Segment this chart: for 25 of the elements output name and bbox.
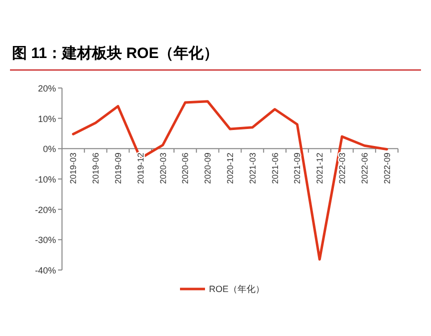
y-tick-label: -30% <box>34 235 56 246</box>
x-tick-label: 2021-03 <box>247 152 258 184</box>
x-tick-label: 2021-06 <box>270 152 280 184</box>
y-tick-label: 10% <box>38 114 56 124</box>
chart-title: 图 11：建材板块 ROE（年化） <box>12 45 219 62</box>
x-tick-label: 2020-09 <box>202 152 213 184</box>
x-tick-label: 2019-12 <box>135 152 146 184</box>
x-tick-label: 2022-03 <box>337 152 347 184</box>
legend-label: ROE（年化） <box>209 284 265 294</box>
x-tick-label: 2019-03 <box>68 152 78 184</box>
x-tick-label: 2020-03 <box>158 152 168 184</box>
y-tick-label: -20% <box>34 204 56 215</box>
y-tick-label: 0% <box>42 144 56 154</box>
x-tick-label: 2022-09 <box>382 152 392 184</box>
x-tick-label: 2019-06 <box>90 152 101 184</box>
x-tick-label: 2021-09 <box>292 152 302 184</box>
y-tick-label: 20% <box>38 84 56 94</box>
line-series <box>72 100 388 261</box>
y-tick-label: -40% <box>34 266 56 276</box>
x-tick-label: 2020-06 <box>180 152 190 184</box>
x-tick-label: 2019-09 <box>113 152 123 184</box>
x-tick-label: 2020-12 <box>225 152 235 184</box>
x-tick-label: 2021-12 <box>314 152 325 184</box>
y-tick-label: -10% <box>34 174 56 184</box>
x-tick-label: 2022-06 <box>359 152 370 184</box>
